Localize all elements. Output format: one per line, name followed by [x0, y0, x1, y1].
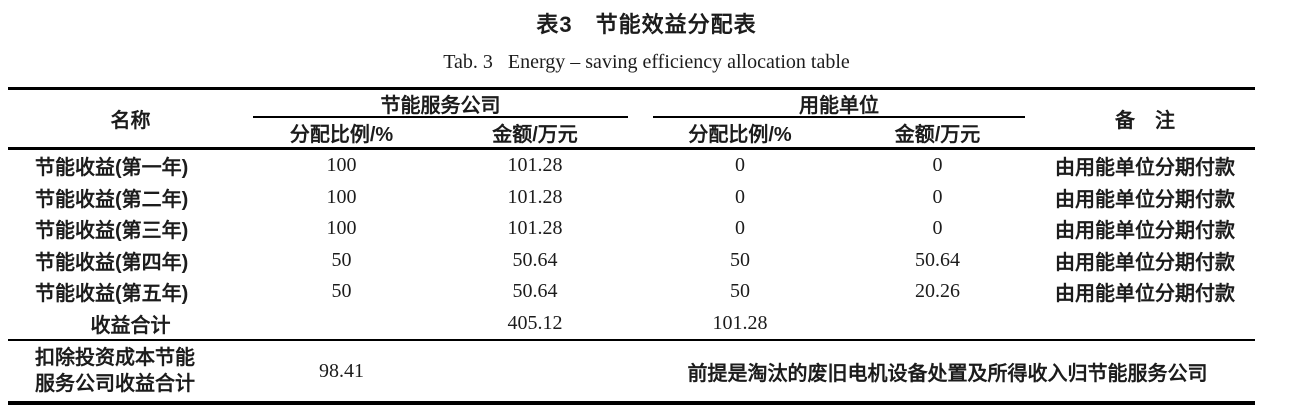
- row-name-cell: 节能收益(第一年): [35, 157, 189, 180]
- user-ratio-cell: 0: [735, 154, 745, 177]
- esco-amount-cell: 101.28: [507, 217, 563, 240]
- table-footer-row: 扣除投资成本节能 服务公司收益合计 98.41 前提是淘汰的废旧电机设备处置及所…: [8, 339, 1255, 405]
- user-ratio-cell: 101.28: [712, 311, 768, 334]
- data-table: 名称 节能服务公司 用能单位 备 注 分配比例/% 金额/万元 分配比例/% 金…: [8, 87, 1255, 405]
- esco-ratio-cell: 50: [331, 280, 352, 303]
- remark-cell: 由用能单位分期付款: [1055, 251, 1235, 274]
- footer-name-line2: 服务公司收益合计: [35, 373, 195, 395]
- user-amount-cell: [840, 308, 1035, 340]
- header-name: 名称: [110, 110, 151, 132]
- subheader-user-ratio: 分配比例/%: [688, 124, 792, 146]
- header-group-esco: 节能服务公司: [253, 90, 628, 118]
- footer-value-cell: 98.41: [319, 359, 364, 382]
- remark-cell: 由用能单位分期付款: [1055, 283, 1235, 306]
- esco-ratio-cell: 50: [331, 248, 352, 271]
- subheader-esco-ratio: 分配比例/%: [289, 124, 394, 146]
- subheader-esco-amount: 金额/万元: [492, 124, 578, 146]
- table-header: 名称 节能服务公司 用能单位 备 注 分配比例/% 金额/万元 分配比例/% 金…: [8, 87, 1255, 150]
- esco-ratio-cell: [253, 308, 430, 340]
- esco-ratio-cell: 100: [326, 217, 357, 240]
- table-row: 节能收益(第三年) 100 101.28 0 0 由用能单位分期付款: [8, 213, 1255, 245]
- footer-name-line1: 扣除投资成本节能: [35, 347, 195, 369]
- row-name-cell: 收益合计: [90, 314, 171, 337]
- esco-amount-cell: 50.64: [512, 248, 558, 271]
- table-row: 节能收益(第五年) 50 50.64 50 20.26 由用能单位分期付款: [8, 276, 1255, 308]
- table-row-total: 收益合计 405.12 101.28: [8, 308, 1255, 340]
- user-ratio-cell: 0: [735, 185, 745, 208]
- esco-ratio-cell: 100: [326, 185, 357, 208]
- user-amount-cell: 50.64: [915, 248, 960, 271]
- esco-ratio-cell: 100: [326, 154, 357, 177]
- row-name-cell: 节能收益(第四年): [35, 251, 189, 274]
- remark-cell: [1035, 308, 1255, 340]
- table-row: 节能收益(第二年) 100 101.28 0 0 由用能单位分期付款: [8, 182, 1255, 214]
- row-name-cell: 节能收益(第三年): [35, 220, 189, 243]
- footer-empty-cell: [430, 341, 640, 401]
- esco-amount-cell: 50.64: [512, 280, 558, 303]
- footer-note-cell: 前提是淘汰的废旧电机设备处置及所得收入归节能服务公司: [687, 362, 1208, 385]
- esco-amount-cell: 101.28: [507, 154, 563, 177]
- user-ratio-cell: 50: [730, 280, 750, 303]
- header-group-user: 用能单位: [653, 90, 1025, 118]
- table-title-en: Tab. 3 Energy – saving efficiency alloca…: [443, 51, 850, 73]
- table-row: 节能收益(第四年) 50 50.64 50 50.64 由用能单位分期付款: [8, 245, 1255, 277]
- user-amount-cell: 20.26: [915, 280, 960, 303]
- user-ratio-cell: 0: [735, 217, 745, 240]
- remark-cell: 由用能单位分期付款: [1055, 220, 1235, 243]
- subheader-user-amount: 金额/万元: [894, 124, 981, 146]
- user-amount-cell: 0: [932, 154, 943, 177]
- esco-amount-cell: 101.28: [507, 185, 563, 208]
- remark-cell: 由用能单位分期付款: [1055, 188, 1235, 211]
- user-amount-cell: 0: [932, 217, 943, 240]
- remark-cell: 由用能单位分期付款: [1055, 157, 1235, 180]
- user-ratio-cell: 50: [730, 248, 750, 271]
- row-name-cell: 节能收益(第二年): [35, 188, 189, 211]
- user-amount-cell: 0: [932, 185, 943, 208]
- table-title-zh: 表3 节能效益分配表: [536, 12, 757, 37]
- footer-name-cell: 扣除投资成本节能 服务公司收益合计: [8, 341, 253, 401]
- table-row: 节能收益(第一年) 100 101.28 0 0 由用能单位分期付款: [8, 150, 1255, 182]
- page: { "caption": { "title_zh": "表3 节能效益分配表",…: [0, 7, 1293, 412]
- row-name-cell: 节能收益(第五年): [35, 283, 189, 306]
- esco-amount-cell: 405.12: [507, 311, 563, 334]
- header-remark: 备 注: [1115, 110, 1175, 132]
